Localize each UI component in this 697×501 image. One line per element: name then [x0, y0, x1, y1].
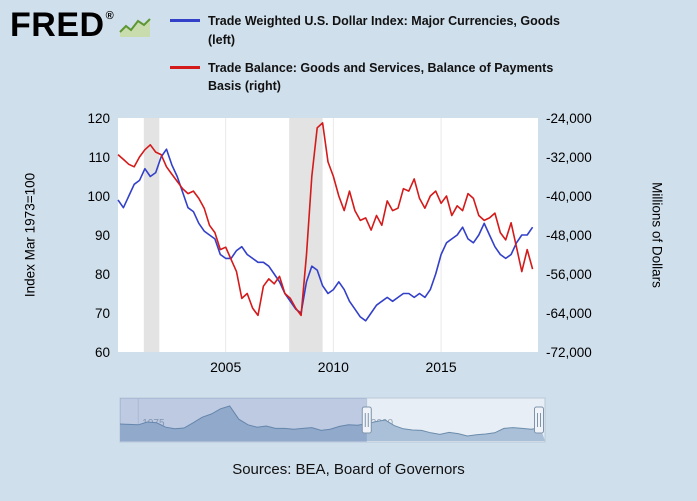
right-tick-label: -40,000 — [546, 189, 592, 204]
sources-note: Sources: BEA, Board of Governors — [232, 461, 465, 478]
right-tick-label: -64,000 — [546, 306, 592, 321]
legend-label-dollar-index: Trade Weighted U.S. Dollar Index: Major … — [208, 14, 560, 47]
fred-logo[interactable]: FRED ® — [10, 8, 152, 42]
x-tick-label: 2010 — [318, 359, 349, 375]
x-tick-label: 2015 — [425, 359, 456, 375]
left-tick-label: 60 — [95, 345, 110, 360]
slider-line-series — [119, 405, 541, 437]
legend-swatch-blue-line — [170, 19, 200, 22]
date-range-slider[interactable]: 19752000 — [0, 396, 697, 444]
recession-band — [289, 118, 323, 352]
registered-trademark-symbol: ® — [105, 10, 114, 22]
left-tick-label: 80 — [95, 267, 110, 282]
slider-mask-unselected — [120, 398, 367, 442]
chart-legend: Trade Weighted U.S. Dollar Index: Major … — [170, 12, 640, 105]
legend-item-trade-balance[interactable]: Trade Balance: Goods and Services, Balan… — [170, 59, 640, 97]
left-tick-label: 100 — [87, 189, 110, 204]
slider-handle-right[interactable] — [534, 406, 544, 434]
plot-area — [118, 118, 538, 352]
series-line-trade-balance — [117, 122, 534, 317]
right-tick-label: -48,000 — [546, 228, 592, 243]
legend-swatch-red-line — [170, 65, 200, 69]
right-tick-label: -32,000 — [546, 150, 592, 165]
main-chart-svg: 2005 2010 2015 120 110 100 90 80 70 60 -24,000 -32,… — [87, 111, 592, 375]
right-tick-label: -24,000 — [546, 111, 592, 126]
legend-label-trade-balance: Trade Balance: Goods and Services, Balan… — [208, 60, 554, 94]
right-tick-label: -72,000 — [546, 345, 592, 360]
recession-band — [143, 118, 160, 352]
fred-logo-text: FRED — [10, 6, 105, 44]
left-tick-label: 120 — [87, 111, 110, 126]
slider-handle-left[interactable] — [361, 406, 372, 434]
left-tick-label: 90 — [95, 228, 110, 243]
fred-logo-chart-icon — [118, 18, 151, 37]
right-tick-label: -56,000 — [546, 267, 592, 282]
x-tick-label: 2005 — [210, 359, 241, 375]
left-tick-label: 70 — [95, 306, 110, 321]
slider-area-series — [120, 406, 545, 441]
left-tick-label: 110 — [88, 150, 110, 165]
series-line-dollar-index — [117, 148, 534, 322]
legend-item-dollar-index[interactable]: Trade Weighted U.S. Dollar Index: Major … — [170, 12, 640, 50]
